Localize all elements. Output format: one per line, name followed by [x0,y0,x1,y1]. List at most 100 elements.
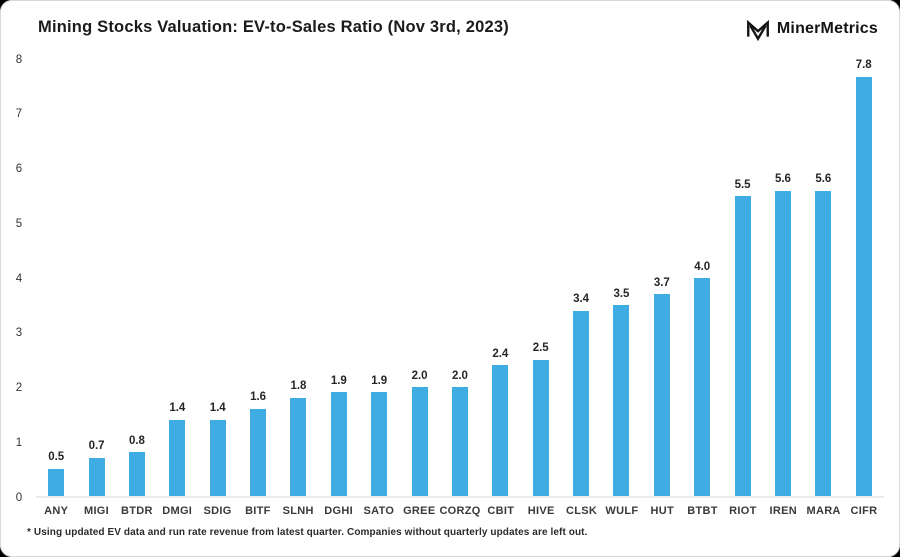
x-tick-label: SLNH [282,505,314,517]
bar-column: 5.6 [803,60,843,496]
bar [330,392,347,496]
bar-column: 0.5 [36,60,76,496]
bar-column: 2.0 [399,60,439,496]
bar [250,408,267,496]
bar-value-label: 0.8 [128,434,145,447]
x-tick-label: SDIG [203,505,232,517]
bar-value-label: 1.9 [371,374,388,387]
bar-column: 0.7 [76,60,116,496]
x-tick-label: CLSK [565,505,598,517]
plot-area: 0.5 0.7 0.8 1.4 1.4 1.6 1.8 1.9 1.9 2.0 2.0 2.4 2.5 3… [36,59,884,498]
y-tick-label: 4 [15,272,23,285]
bar-column: 1.9 [359,60,399,496]
bar [532,359,549,496]
x-tick-label: MIGI [83,505,110,517]
x-tick-label: CIFR [850,505,878,517]
bar-value-label: 1.4 [209,402,226,415]
bar-value-label: 1.6 [250,391,267,404]
x-tick-label: DMGI [162,505,193,517]
y-tick-label: 3 [15,327,23,339]
bar [48,468,65,496]
bar-value-label: 2.5 [532,342,549,355]
bar-column: 1.4 [157,60,197,496]
bar [573,310,590,496]
bar-column: 1.4 [198,60,238,496]
bar-column: 3.4 [561,60,601,496]
bar [694,278,711,496]
header: Mining Stocks Valuation: EV-to-Sales Rat… [0,0,900,48]
x-tick-label: BTBT [687,505,718,517]
y-axis: 0 1 2 3 4 5 6 7 8 [8,54,30,503]
bar-value-label: 0.5 [48,451,65,464]
bar-value-label: 5.6 [774,173,791,186]
x-tick-label: CBIT [487,505,515,517]
y-tick-label: 0 [15,491,23,504]
y-tick-label: 5 [15,217,23,230]
bar [613,305,630,496]
bar-value-label: 2.4 [492,347,509,360]
bar [815,190,832,496]
bar-value-label: 7.8 [855,59,872,71]
x-tick-label: SATO [363,505,395,517]
footnote: * Using updated EV data and run rate rev… [27,527,588,538]
x-tick-label: ANY [44,505,69,517]
bar [169,419,186,496]
bar-column: 1.6 [238,60,278,496]
bar [128,452,145,496]
bar [492,365,509,496]
bar-value-label: 3.5 [613,287,630,300]
x-tick-label: DGHI [324,505,353,517]
bar-value-label: 4.0 [694,260,711,273]
bar [371,392,388,496]
brand-name: MinerMetrics [776,20,878,37]
bar [734,196,751,496]
y-tick-label: 1 [15,436,23,449]
bar [653,294,670,496]
bar [290,397,307,496]
y-tick-label: 2 [15,381,23,394]
bar-column: 1.8 [278,60,318,496]
x-axis-labels: ANY MIGI BTDR DMGI SDIG BITF SLNH DGHI SATO GREE C… [36,505,884,517]
bar [411,387,428,496]
bar-value-label: 2.0 [451,369,468,382]
bar-column: 0.8 [117,60,157,496]
bar-column: 1.9 [319,60,359,496]
x-tick-label: CORZQ [439,505,481,517]
x-tick-label: MARA [806,505,841,517]
bar-column: 3.5 [601,60,641,496]
chart-title: Mining Stocks Valuation: EV-to-Sales Rat… [38,18,509,36]
bar-column: 4.0 [682,60,722,496]
bar-column: 7.8 [844,59,884,496]
bar-value-label: 3.4 [573,293,590,306]
bar-value-label: 2.0 [411,369,428,382]
y-tick-label: 6 [15,162,23,175]
brand-logo: MinerMetrics [745,15,878,42]
bar-value-label: 5.5 [734,178,751,191]
bar [451,387,468,496]
bar-value-label: 0.7 [88,440,105,453]
bar-column: 2.4 [480,60,520,496]
bar-value-label: 1.4 [169,402,186,415]
bar-value-label: 1.8 [290,380,307,393]
x-tick-label: HIVE [527,505,555,517]
x-tick-label: BTDR [120,505,153,517]
bar-value-label: 3.7 [653,276,670,289]
bar-value-label: 5.6 [815,173,832,186]
bar-column: 5.5 [722,60,762,496]
minermetrics-logo-icon [745,16,771,42]
bar-column: 3.7 [642,60,682,496]
y-tick-label: 8 [15,53,23,66]
bar [88,457,105,496]
x-tick-label: BITF [245,505,271,517]
bar-value-label: 1.9 [330,374,347,387]
bar-column: 2.0 [440,60,480,496]
bar-column: 2.5 [521,60,561,496]
bar-column: 5.6 [763,60,803,496]
bar [209,419,226,496]
bar [774,190,791,496]
x-tick-label: IREN [769,505,797,517]
x-tick-label: WULF [605,505,639,517]
x-tick-label: HUT [650,505,674,517]
x-tick-label: GREE [403,505,436,517]
